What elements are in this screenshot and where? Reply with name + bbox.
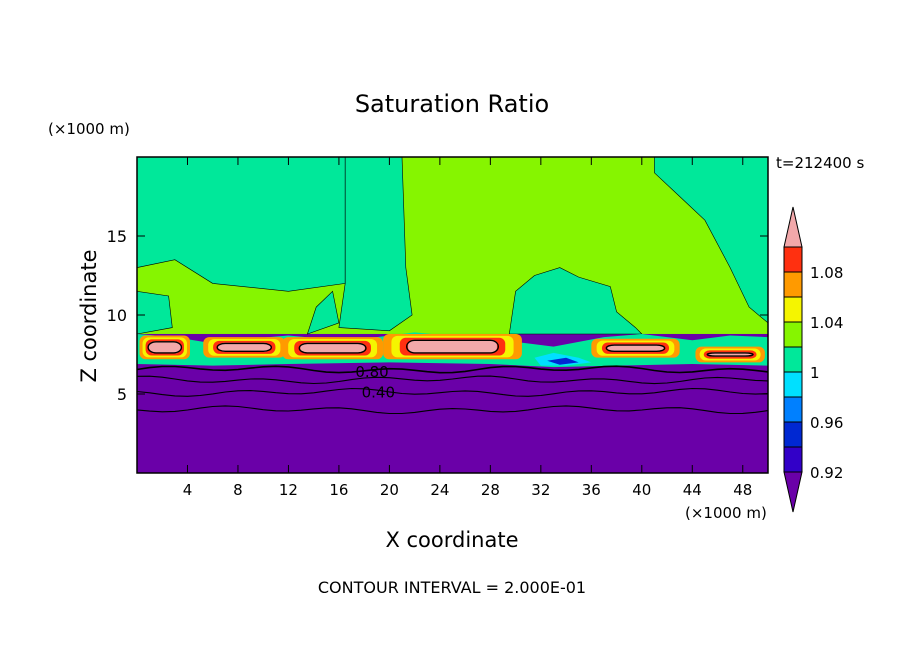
colorbar-bottom-arrow [783,471,803,513]
colorbar: 1.08 1.04 1 0.96 0.92 [783,206,843,513]
contour-line [136,365,769,374]
contour-line [136,375,769,385]
y-axis-label: Z coordinate [77,249,101,382]
x-tick-label: 16 [329,481,348,499]
contour-field: 0.80 0.40 [136,156,769,473]
dry-pocket-core [547,357,579,365]
y-axis: 5 10 15 [107,227,768,404]
cyan-region [306,290,340,335]
contour-line-1.08 [605,344,666,353]
contour-line-1.08 [298,342,367,354]
x-axis-label: X coordinate [385,528,518,552]
colorbar-box [783,246,803,273]
x-tick-label: 40 [632,481,651,499]
y-tick-label: 15 [107,227,127,246]
contour-line-1.08 [706,352,754,357]
colorbar-label: 0.92 [810,464,843,482]
colorbar-box [783,296,803,323]
contour-line [136,387,769,397]
supersaturated-patch [408,339,497,354]
contour-interval-note: CONTOUR INTERVAL = 2.000E-01 [318,578,586,597]
chart-title: Saturation Ratio [355,90,549,118]
y-unit-label: (×1000 m) [48,120,130,138]
contour-line-1.08 [147,341,183,354]
y-tick-label: 5 [117,385,127,404]
colorbar-label: 0.96 [810,414,843,432]
cyan-region [508,267,643,335]
contour-label: 0.80 [355,363,388,381]
contour-label: 0.40 [362,383,395,401]
x-tick-label: 8 [233,481,243,499]
colorbar-label: 1.08 [810,264,843,282]
colorbar-box [783,321,803,348]
cyan-region [136,290,173,335]
x-unit-label: (×1000 m) [685,504,767,522]
colorbar-box [783,371,803,398]
colorbar-label: 1 [810,364,820,382]
contour-line-1.08 [216,342,273,353]
time-label: t=212400 s [776,154,864,172]
colorbar-box [783,421,803,448]
x-axis: 4 8 12 16 20 24 28 32 36 40 44 48 [183,157,752,499]
colorbar-box [783,271,803,298]
x-tick-label: 32 [531,481,550,499]
colorbar-label: 1.04 [810,314,843,332]
colorbar-top-arrow [783,206,803,248]
colorbar-box [783,346,803,373]
x-tick-label: 12 [279,481,298,499]
contour-line [136,405,769,415]
contour-line-1.08 [405,339,500,354]
x-tick-label: 4 [183,481,193,499]
supersaturated-patch [300,342,365,354]
supersaturated-patch [148,341,181,354]
x-tick-label: 44 [683,481,702,499]
x-tick-label: 48 [733,481,752,499]
x-tick-label: 20 [380,481,399,499]
colorbar-box [783,396,803,423]
supersaturated-patch [607,344,664,352]
x-tick-label: 36 [582,481,601,499]
cyan-region [338,156,413,332]
x-tick-label: 24 [430,481,449,499]
supersaturated-patch [218,342,271,352]
y-tick-label: 10 [107,306,127,325]
colorbar-box [783,446,803,473]
x-tick-label: 28 [481,481,500,499]
